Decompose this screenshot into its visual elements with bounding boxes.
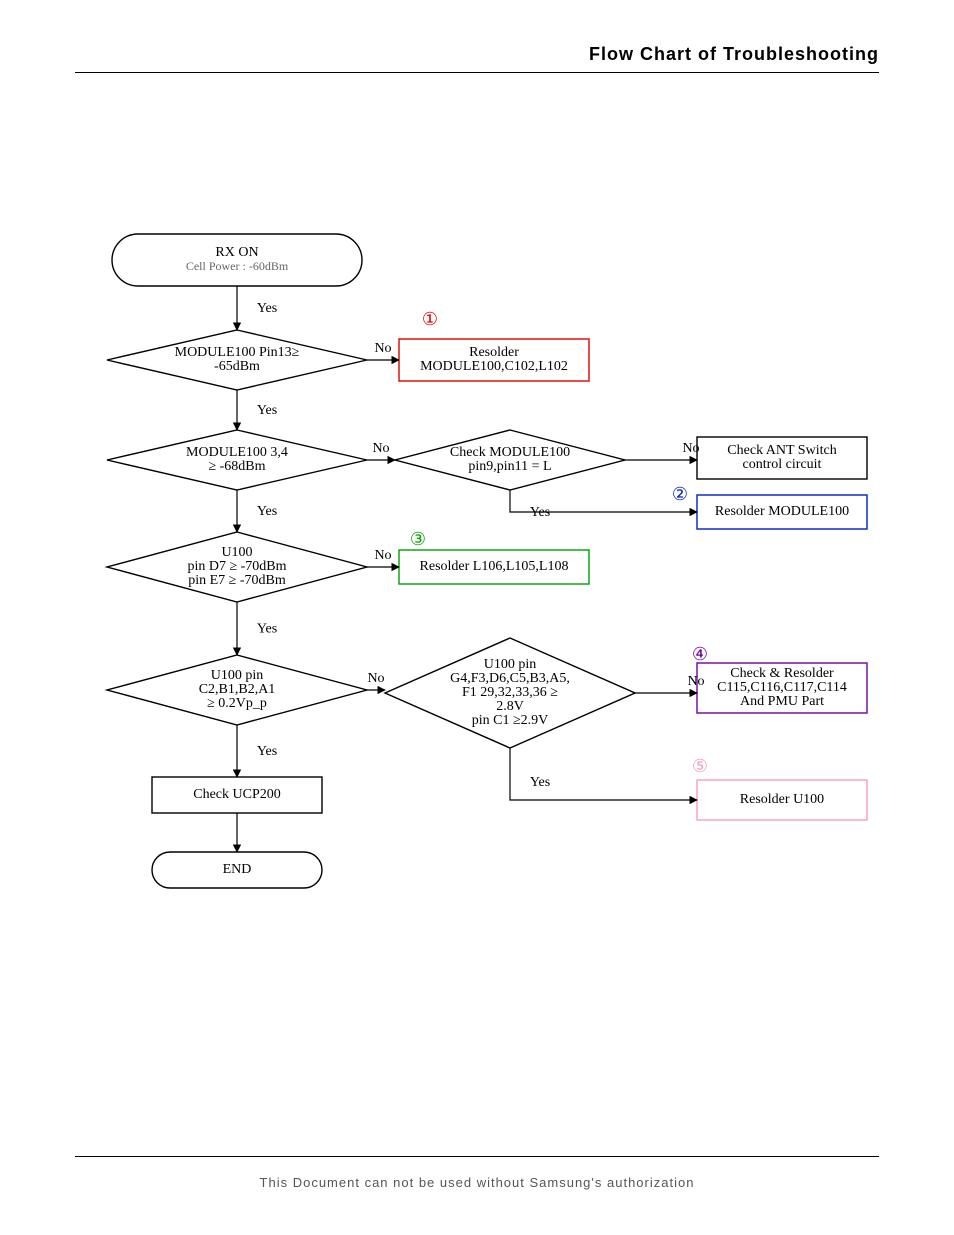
node-d3-line3: pin E7 ≥ -70dBm <box>188 573 286 588</box>
footer-text: This Document can not be used without Sa… <box>0 1175 954 1190</box>
node-p3: Resolder L106,L105,L108 <box>399 550 589 584</box>
node-p4a-line1: Check & Resolder <box>730 666 834 681</box>
node-p2b-line1: Resolder MODULE100 <box>715 504 849 519</box>
node-d2b: Check MODULE100pin9,pin11 = L <box>395 430 625 490</box>
marker-3: ③ <box>410 529 426 549</box>
label-d2-d2b: No <box>372 441 389 456</box>
node-d1-line1: MODULE100 Pin13≥ <box>175 345 300 360</box>
node-end-line1: END <box>223 862 252 877</box>
node-d4: U100 pinC2,B1,B2,A1≥ 0.2Vp_p <box>107 655 367 725</box>
label-d3-p3: No <box>374 548 391 563</box>
node-p2a-line2: control circuit <box>743 457 822 472</box>
node-p3-line1: Resolder L106,L105,L108 <box>420 559 569 574</box>
label-d4b-p4a: No <box>687 674 704 689</box>
node-start: RX ONCell Power : -60dBm <box>112 234 362 286</box>
node-d4b: U100 pinG4,F3,D6,C5,B3,A5,F1 29,32,33,36… <box>385 638 635 748</box>
node-p4b-line1: Resolder U100 <box>740 792 824 807</box>
node-p5-line1: Check UCP200 <box>193 787 281 802</box>
label-d1-d2: Yes <box>257 403 277 418</box>
edge-d4b-p4b <box>510 748 697 800</box>
node-p5: Check UCP200 <box>152 777 322 813</box>
node-p4a-line2: C115,C116,C117,C114 <box>717 680 847 695</box>
node-p2a-line1: Check ANT Switch <box>727 443 836 458</box>
node-p2b: Resolder MODULE100 <box>697 495 867 529</box>
label-d4b-p4b: Yes <box>530 775 550 790</box>
label-d4-p5: Yes <box>257 744 277 759</box>
node-end: END <box>152 852 322 888</box>
marker-5: ⑤ <box>692 756 708 776</box>
node-d4-line1: U100 pin <box>211 668 264 683</box>
node-d4b-line3: F1 29,32,33,36 ≥ <box>462 685 558 700</box>
node-p2a: Check ANT Switchcontrol circuit <box>697 437 867 479</box>
node-d1: MODULE100 Pin13≥-65dBm <box>107 330 367 390</box>
node-d4b-line4: 2.8V <box>496 699 524 714</box>
label-d2b-p2b: Yes <box>530 505 550 520</box>
label-start-d1: Yes <box>257 301 277 316</box>
node-p1: ResolderMODULE100,C102,L102 <box>399 339 589 381</box>
node-d2: MODULE100 3,4≥ -68dBm <box>107 430 367 490</box>
label-d4-d4b: No <box>367 671 384 686</box>
node-p1-line2: MODULE100,C102,L102 <box>420 359 568 374</box>
node-d3-line1: U100 <box>221 545 252 560</box>
node-d3: U100pin D7 ≥ -70dBmpin E7 ≥ -70dBm <box>107 532 367 602</box>
node-p4a: Check & ResolderC115,C116,C117,C114And P… <box>697 663 867 713</box>
marker-1: ① <box>422 309 438 329</box>
node-d4b-line1: U100 pin <box>484 657 537 672</box>
node-d4b-line5: pin C1 ≥2.9V <box>472 713 549 728</box>
node-d4b-line2: G4,F3,D6,C5,B3,A5, <box>450 671 570 686</box>
node-d2-line2: ≥ -68dBm <box>208 459 265 474</box>
flowchart-canvas: RX ONCell Power : -60dBm MODULE100 Pin13≥… <box>0 0 954 1235</box>
node-d2-line1: MODULE100 3,4 <box>186 445 288 460</box>
node-d3-line2: pin D7 ≥ -70dBm <box>187 559 286 574</box>
node-start-line2: Cell Power : -60dBm <box>186 259 289 273</box>
footer-rule <box>75 1156 879 1157</box>
node-d2b-line1: Check MODULE100 <box>450 445 570 460</box>
label-d1-p1: No <box>374 341 391 356</box>
node-p1-line1: Resolder <box>469 345 519 360</box>
label-d3-d4: Yes <box>257 622 277 637</box>
node-p4a-line3: And PMU Part <box>740 694 824 709</box>
node-d4-line3: ≥ 0.2Vp_p <box>207 696 267 711</box>
node-d1-line2: -65dBm <box>214 359 260 374</box>
node-d2b-line2: pin9,pin11 = L <box>468 459 551 474</box>
marker-4: ④ <box>692 644 708 664</box>
marker-2: ② <box>672 484 688 504</box>
node-p4b: Resolder U100 <box>697 780 867 820</box>
page: Flow Chart of Troubleshooting RX ONCell … <box>0 0 954 1235</box>
node-d4-line2: C2,B1,B2,A1 <box>199 682 276 697</box>
label-d2-d3: Yes <box>257 504 277 519</box>
label-d2b-p2a: No <box>682 441 699 456</box>
